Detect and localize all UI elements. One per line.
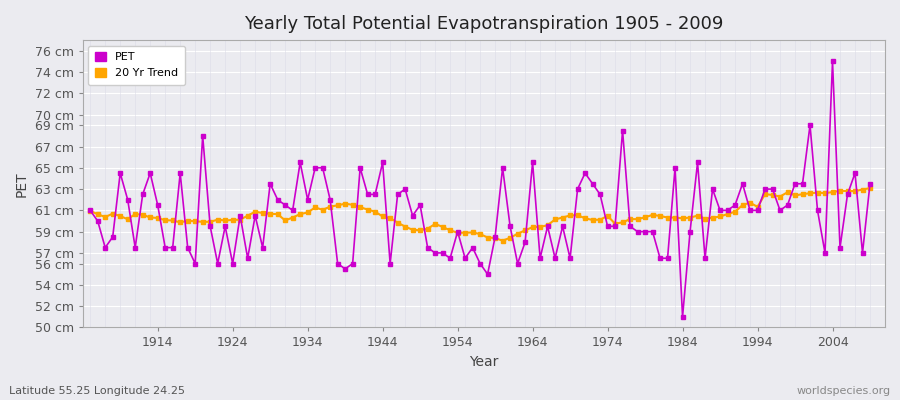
Y-axis label: PET: PET (15, 171, 29, 196)
Title: Yearly Total Potential Evapotranspiration 1905 - 2009: Yearly Total Potential Evapotranspiratio… (244, 15, 724, 33)
Text: Latitude 55.25 Longitude 24.25: Latitude 55.25 Longitude 24.25 (9, 386, 185, 396)
X-axis label: Year: Year (469, 355, 499, 369)
Legend: PET, 20 Yr Trend: PET, 20 Yr Trend (88, 46, 184, 85)
Text: worldspecies.org: worldspecies.org (796, 386, 891, 396)
